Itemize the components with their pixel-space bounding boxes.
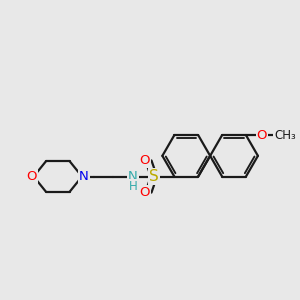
Text: N: N — [79, 170, 89, 183]
Text: O: O — [140, 154, 150, 167]
Text: O: O — [140, 186, 150, 199]
Text: N: N — [128, 170, 138, 183]
Text: O: O — [26, 170, 37, 183]
Text: S: S — [149, 169, 159, 184]
Text: H: H — [129, 180, 137, 193]
Text: O: O — [257, 129, 267, 142]
Text: CH₃: CH₃ — [274, 129, 296, 142]
